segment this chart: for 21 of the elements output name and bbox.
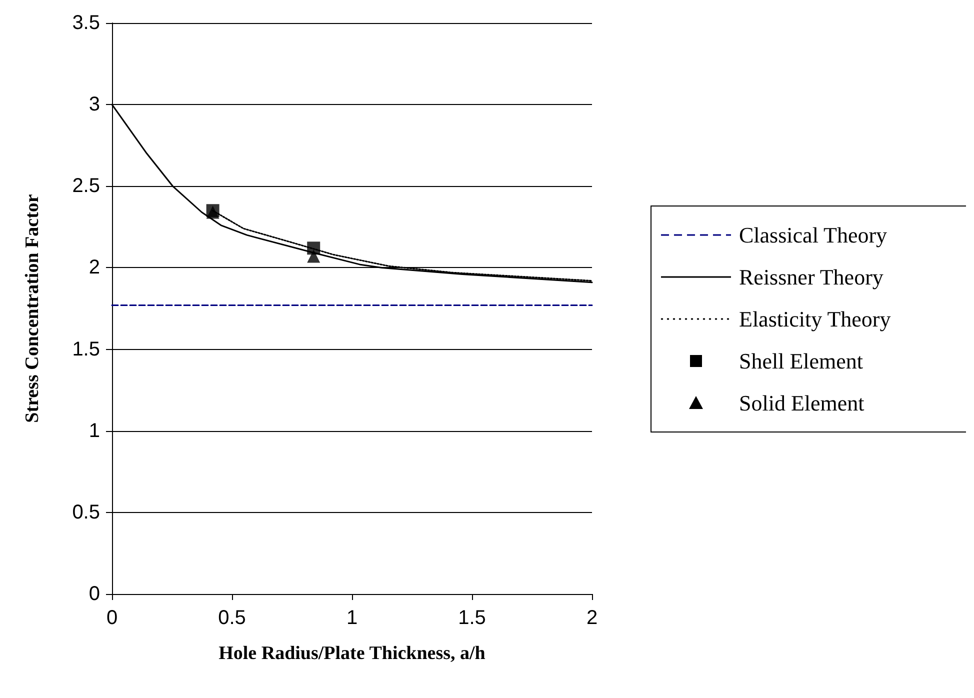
y-tick-label: 2.5 [72,175,100,198]
y-tick-label: 2 [88,256,100,279]
y-tick-label: 0.5 [72,501,100,524]
y-axis-title: Stress Concentration Factor [22,194,43,423]
y-tick-label: 1 [88,420,100,442]
legend-label: Shell Element [739,348,864,374]
x-tick-label: 2 [586,607,598,629]
y-tick-label: 3 [88,94,100,116]
x-tick-label: 1.5 [458,607,486,629]
legend-label: Solid Element [739,390,864,416]
x-tick-label: 1 [346,607,358,629]
legend-label: Classical Theory [739,222,888,248]
x-tick-label: 0.5 [218,607,246,629]
x-tick-label: 0 [106,607,118,629]
y-tick-label: 1.5 [72,338,100,360]
y-tick-label: 3.5 [72,12,100,34]
y-tick-label: 0 [88,583,100,605]
legend-label: Reissner Theory [739,264,884,290]
point [307,250,320,263]
x-axis-title: Hole Radius/Plate Thickness, a/h [218,643,486,664]
legend-label: Elasticity Theory [739,306,891,332]
